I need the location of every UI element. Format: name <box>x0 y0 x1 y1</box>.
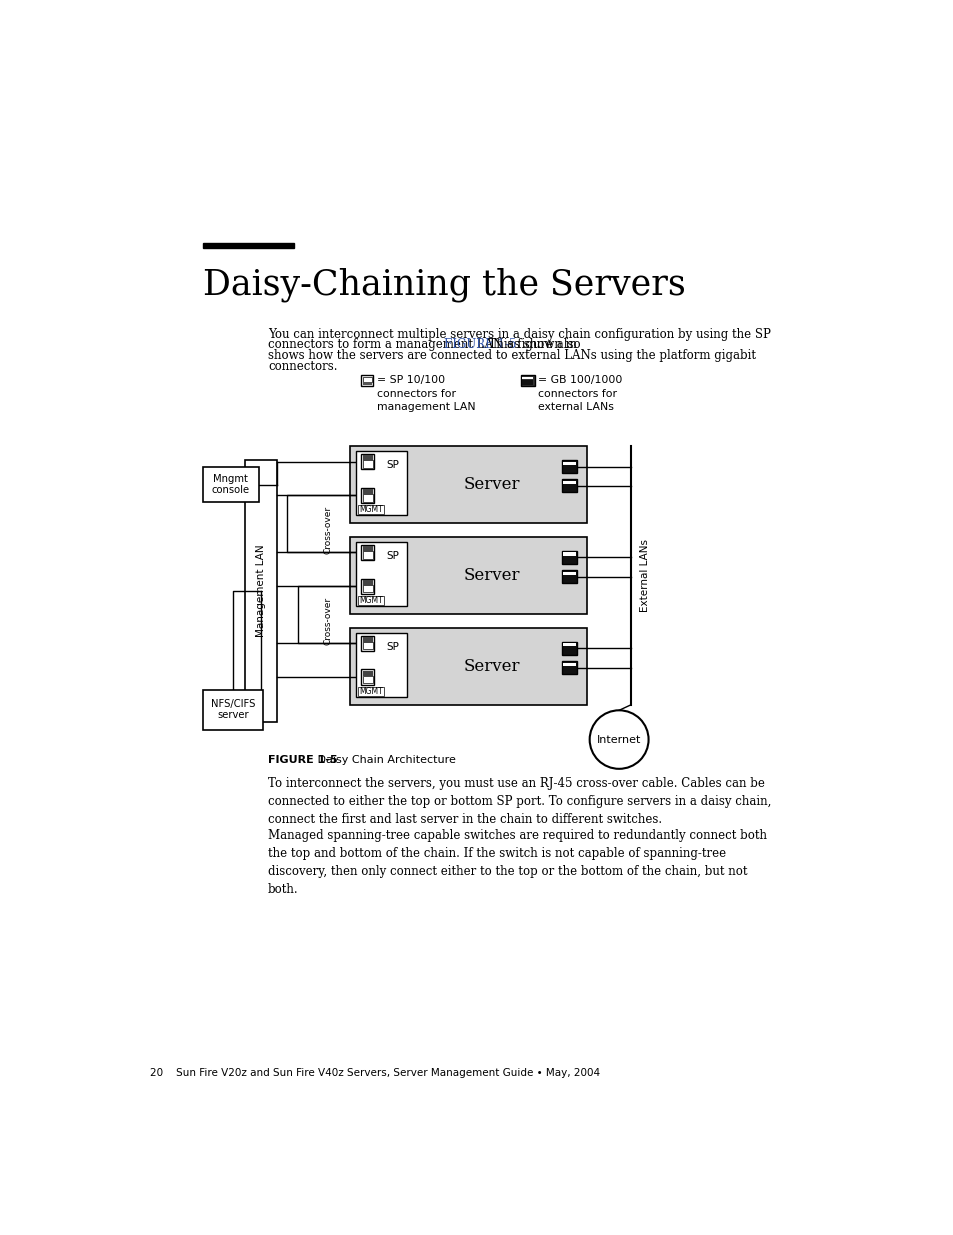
Bar <box>362 585 373 593</box>
Bar <box>362 546 373 552</box>
Text: To interconnect the servers, you must use an RJ-45 cross-over cable. Cables can : To interconnect the servers, you must us… <box>268 777 771 825</box>
Text: Internet: Internet <box>597 735 640 745</box>
Bar <box>562 552 575 556</box>
Bar <box>356 451 406 515</box>
Text: SP: SP <box>386 461 398 471</box>
Text: Mngmt
console: Mngmt console <box>212 474 250 495</box>
Bar <box>350 446 586 524</box>
Text: FIGURE 1-5: FIGURE 1-5 <box>443 338 516 352</box>
Bar <box>360 545 374 561</box>
Bar <box>362 456 373 461</box>
Text: FIGURE 1-5: FIGURE 1-5 <box>268 755 337 764</box>
Text: . This figure also: . This figure also <box>480 338 579 352</box>
Text: Daisy Chain Architecture: Daisy Chain Architecture <box>307 755 456 764</box>
Text: 20    Sun Fire V20z and Sun Fire V40z Servers, Server Management Guide • May, 20: 20 Sun Fire V20z and Sun Fire V40z Serve… <box>150 1067 599 1078</box>
Bar <box>360 454 374 469</box>
Bar <box>362 461 373 468</box>
Text: = SP 10/100
connectors for
management LAN: = SP 10/100 connectors for management LA… <box>376 375 475 411</box>
Bar <box>356 542 406 606</box>
Bar <box>561 571 577 583</box>
Bar <box>362 676 373 683</box>
Text: MGMT: MGMT <box>359 687 382 697</box>
Text: connectors.: connectors. <box>268 359 337 373</box>
Bar <box>203 243 294 248</box>
Bar <box>562 643 575 646</box>
Bar <box>357 597 384 605</box>
Bar <box>561 642 577 655</box>
Bar <box>357 505 384 514</box>
Text: MGMT: MGMT <box>359 505 382 514</box>
Text: Management LAN: Management LAN <box>255 545 266 637</box>
Bar <box>245 461 277 721</box>
Text: Server: Server <box>463 567 519 584</box>
Bar <box>362 489 373 495</box>
Text: Cross-over: Cross-over <box>324 597 333 645</box>
Bar <box>561 461 577 473</box>
Text: MGMT: MGMT <box>359 597 382 605</box>
Bar <box>350 537 586 614</box>
Bar <box>520 375 534 387</box>
Text: SP: SP <box>386 551 398 561</box>
Bar <box>561 479 577 493</box>
Bar <box>362 671 373 677</box>
Bar <box>362 642 373 650</box>
Bar <box>362 383 372 384</box>
Bar <box>350 627 586 705</box>
Bar <box>203 689 263 730</box>
Text: Server: Server <box>463 658 519 674</box>
Bar <box>362 551 373 558</box>
Text: External LANs: External LANs <box>639 538 649 613</box>
Bar <box>360 488 374 503</box>
Text: shows how the servers are connected to external LANs using the platform gigabit: shows how the servers are connected to e… <box>268 350 756 362</box>
Text: Daisy-Chaining the Servers: Daisy-Chaining the Servers <box>203 268 685 303</box>
Text: connectors to form a management LAN as shown in: connectors to form a management LAN as s… <box>268 338 580 352</box>
Bar <box>521 380 533 384</box>
Bar <box>562 462 575 464</box>
Text: Cross-over: Cross-over <box>324 506 333 555</box>
Bar <box>360 669 374 685</box>
Text: = GB 100/1000
connectors for
external LANs: = GB 100/1000 connectors for external LA… <box>537 375 621 411</box>
Bar <box>362 580 373 585</box>
Bar <box>203 467 258 501</box>
Bar <box>360 375 373 387</box>
Text: Managed spanning-tree capable switches are required to redundantly connect both
: Managed spanning-tree capable switches a… <box>268 829 766 895</box>
Bar <box>360 579 374 594</box>
Bar <box>362 494 373 501</box>
Bar <box>356 632 406 698</box>
Text: You can interconnect multiple servers in a daisy chain configuration by using th: You can interconnect multiple servers in… <box>268 327 770 341</box>
Bar <box>561 551 577 564</box>
Text: SP: SP <box>386 642 398 652</box>
Bar <box>362 637 373 642</box>
Circle shape <box>589 710 648 769</box>
Bar <box>562 480 575 484</box>
Bar <box>357 687 384 695</box>
Text: Server: Server <box>463 477 519 493</box>
Bar <box>561 661 577 674</box>
Bar <box>521 377 533 379</box>
Text: NFS/CIFS
server: NFS/CIFS server <box>211 699 255 720</box>
Bar <box>360 636 374 651</box>
Bar <box>562 572 575 574</box>
Bar <box>562 662 575 666</box>
Bar <box>362 377 372 383</box>
